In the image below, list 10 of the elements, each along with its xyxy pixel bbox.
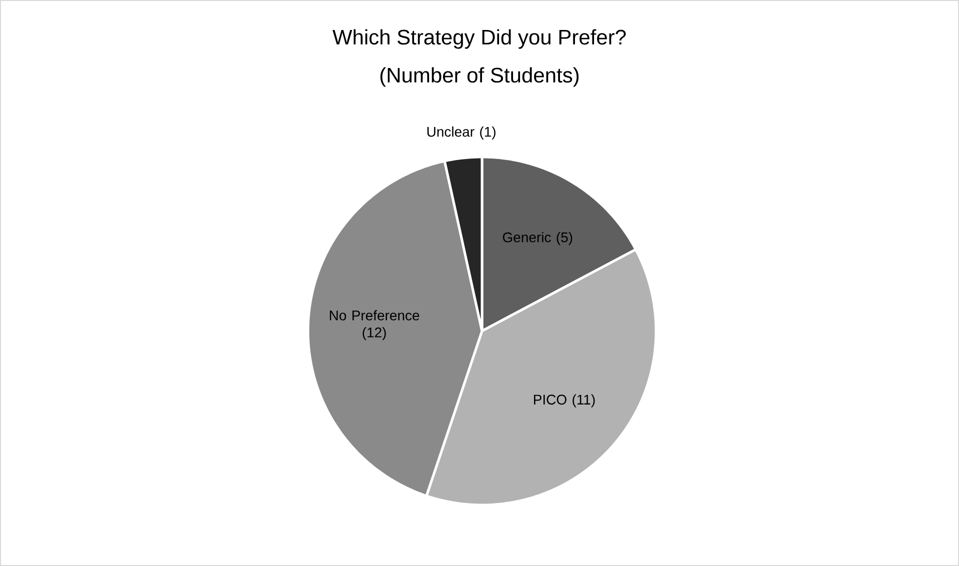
data-label: (5) bbox=[556, 232, 572, 246]
slice-label: Generic bbox=[502, 232, 551, 242]
data-label: (11) bbox=[572, 394, 595, 408]
slice-label: Unclear bbox=[427, 126, 474, 137]
data-label: (12) bbox=[362, 327, 386, 340]
data-label: (1) bbox=[480, 126, 496, 140]
chart-title: Which Strategy Did you Prefer? bbox=[332, 29, 626, 49]
slice-label: No Preference bbox=[330, 310, 420, 320]
chart-subtitle: (Number of Students) bbox=[380, 67, 579, 87]
slice-label: PICO bbox=[534, 394, 566, 405]
